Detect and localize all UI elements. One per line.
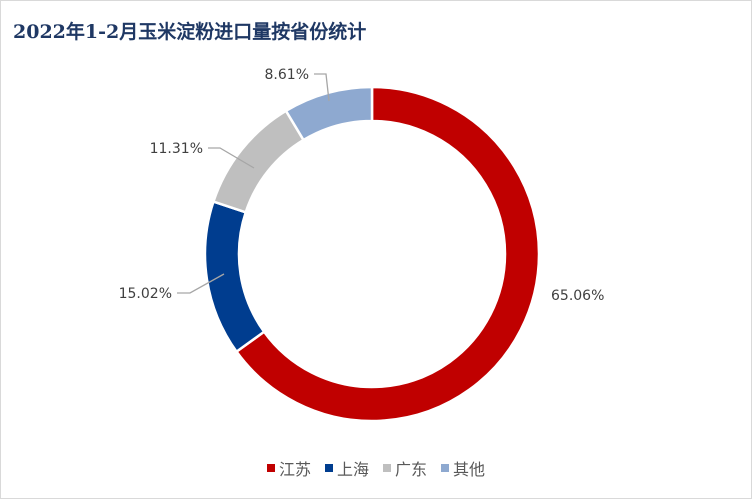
- legend-swatch: [383, 464, 391, 472]
- data-label-1: 65.06%: [551, 288, 604, 304]
- chart-legend: 江苏 上海 广东 其他: [0, 456, 752, 480]
- legend-label: 广东: [395, 460, 428, 479]
- legend-item-other: 其他: [441, 456, 485, 480]
- legend-swatch: [324, 464, 333, 472]
- donut-slice-2: [203, 200, 266, 354]
- legend-item-shanghai: 上海: [324, 456, 369, 480]
- legend-label: 其他: [453, 460, 486, 479]
- legend-item-jiangsu: 江苏: [266, 456, 311, 480]
- chart-title: 2022年1-2月玉米淀粉进口量按省份统计: [13, 21, 367, 43]
- data-label-4: 8.61%: [265, 67, 309, 83]
- legend-label: 上海: [336, 460, 369, 479]
- data-label-2: 15.02%: [119, 286, 172, 302]
- leader-line-4: [314, 73, 330, 102]
- data-label-3: 11.31%: [150, 141, 203, 157]
- donut-slice-1: [234, 85, 541, 423]
- leader-line-2: [177, 273, 225, 294]
- legend-item-guangdong: 广东: [383, 456, 427, 480]
- legend-swatch: [441, 464, 450, 472]
- legend-label: 江苏: [278, 460, 311, 479]
- donut-slice-4: [284, 85, 374, 142]
- legend-swatch: [266, 464, 275, 472]
- donut-slice-3: [211, 109, 306, 214]
- leader-line-3: [208, 147, 255, 169]
